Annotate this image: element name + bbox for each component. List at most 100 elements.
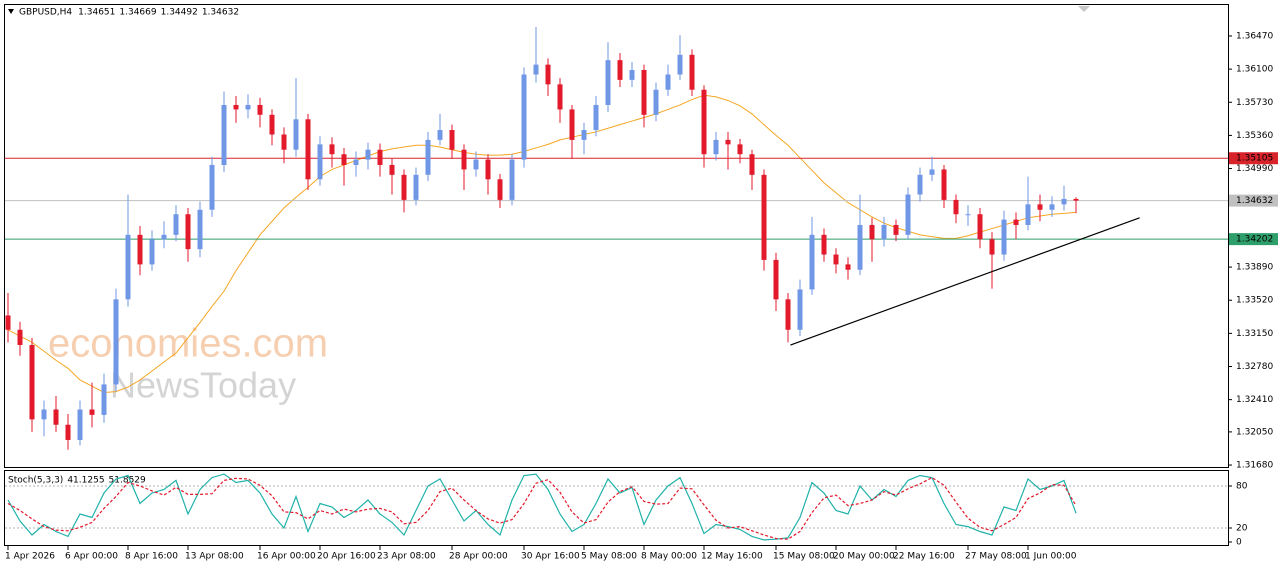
x-tick-label: 6 Apr 00:00	[65, 552, 118, 562]
candle-body	[65, 424, 71, 440]
y-tick-label: 80	[1236, 482, 1248, 492]
price-level-box	[1229, 233, 1278, 246]
candle-body	[161, 234, 167, 240]
x-tick-label: 30 Apr 16:00	[521, 552, 580, 562]
candle-body	[245, 104, 251, 110]
y-tick-label: 1.33520	[1236, 296, 1273, 306]
candle-body	[509, 159, 515, 200]
candle-body	[41, 409, 47, 420]
y-tick-label: 20	[1236, 524, 1248, 534]
candle-body	[893, 224, 899, 235]
stoch-line	[7, 476, 1077, 540]
price-level-label: 1.35105	[1236, 154, 1273, 164]
stoch-readout: 41.1255	[67, 476, 104, 486]
candle-body	[53, 409, 59, 425]
candle-body	[473, 159, 479, 170]
candle-body	[761, 174, 767, 260]
price-level-box	[1229, 152, 1278, 165]
candle-body	[629, 70, 635, 80]
x-tick-label: 16 Apr 00:00	[257, 552, 316, 562]
candle-body	[1073, 198, 1079, 201]
y-tick-label: 1.34990	[1236, 164, 1273, 174]
candle-body	[353, 159, 359, 165]
candle-body	[593, 104, 599, 131]
candle-body	[941, 169, 947, 200]
price-level-label: 1.34632	[1236, 196, 1273, 206]
candle-body	[989, 239, 995, 255]
candle-body	[773, 259, 779, 300]
x-tick-label: 20 May 00:00	[833, 552, 895, 562]
y-tick-label: 1.35730	[1236, 98, 1273, 108]
x-tick-label: 8 May 00:00	[641, 552, 697, 562]
candle-body	[101, 384, 107, 415]
watermark-newstoday: NewsToday	[110, 365, 296, 406]
candle-body	[1001, 219, 1007, 255]
candle-body	[497, 179, 503, 200]
x-tick-label: 15 May 08:00	[773, 552, 835, 562]
candle-body	[173, 214, 179, 235]
candle-body	[1037, 204, 1043, 210]
candle-body	[17, 329, 23, 346]
candle-body	[413, 174, 419, 200]
watermark-economies: economies.com	[48, 322, 328, 366]
y-tick-label: 1.32780	[1236, 362, 1273, 372]
x-tick-label: 8 Apr 16:00	[125, 552, 178, 562]
candle-body	[929, 169, 935, 175]
candle-body	[953, 199, 959, 215]
candle-body	[425, 139, 431, 175]
header: GBPUSD,H4	[19, 8, 72, 18]
candle-body	[185, 214, 191, 250]
candle-body	[1013, 219, 1019, 225]
candle-body	[521, 74, 527, 160]
x-tick-label: 20 Apr 16:00	[317, 552, 376, 562]
price-level-box	[1229, 194, 1278, 207]
candle-body	[713, 139, 719, 155]
x-tick-label: 5 May 08:00	[581, 552, 637, 562]
candle-body	[137, 234, 143, 265]
candle-body	[317, 144, 323, 180]
ohlc-value: 1.34632	[202, 8, 239, 18]
candle-body	[641, 70, 647, 115]
candle-body	[1061, 198, 1067, 205]
candle-body	[113, 299, 119, 385]
candle-body	[125, 234, 131, 300]
stoch-line	[7, 473, 1077, 541]
candle-body	[77, 409, 83, 440]
candle-body	[845, 264, 851, 270]
x-tick-label: 1 Apr 2026	[5, 552, 55, 562]
menu-arrow[interactable]	[8, 9, 14, 14]
candle-body	[485, 159, 491, 180]
x-tick-label: 13 Apr 08:00	[185, 552, 244, 562]
candle-body	[89, 409, 95, 415]
candle-body	[209, 164, 215, 210]
candle-body	[605, 60, 611, 105]
candle-body	[5, 315, 11, 330]
candle-body	[569, 109, 575, 140]
candle-body	[1025, 204, 1031, 225]
candle-body	[905, 194, 911, 235]
candle-body	[785, 299, 791, 330]
y-tick-label: 1.36100	[1236, 65, 1273, 75]
candle-body	[293, 119, 299, 150]
candle-body	[665, 74, 671, 90]
candle-body	[965, 214, 971, 216]
candle-body	[269, 114, 275, 135]
candle-body	[977, 214, 983, 240]
ohlc-value: 1.34669	[119, 8, 156, 18]
candle-body	[233, 104, 239, 110]
candle-body	[737, 144, 743, 155]
candle-body	[689, 54, 695, 90]
price-level-label: 1.34202	[1236, 235, 1273, 245]
candle-body	[29, 345, 35, 420]
candle-body	[917, 174, 923, 195]
candle-body	[341, 154, 347, 165]
y-tick-label: 1.33890	[1236, 263, 1273, 273]
candle-body	[653, 89, 659, 115]
stoch-readout: 51.8529	[109, 476, 146, 486]
candle-body	[797, 289, 803, 330]
candle-body	[725, 139, 731, 145]
trendline	[790, 217, 1140, 346]
stoch-panel	[4, 470, 1229, 546]
y-tick-label: 1.36470	[1236, 31, 1273, 41]
